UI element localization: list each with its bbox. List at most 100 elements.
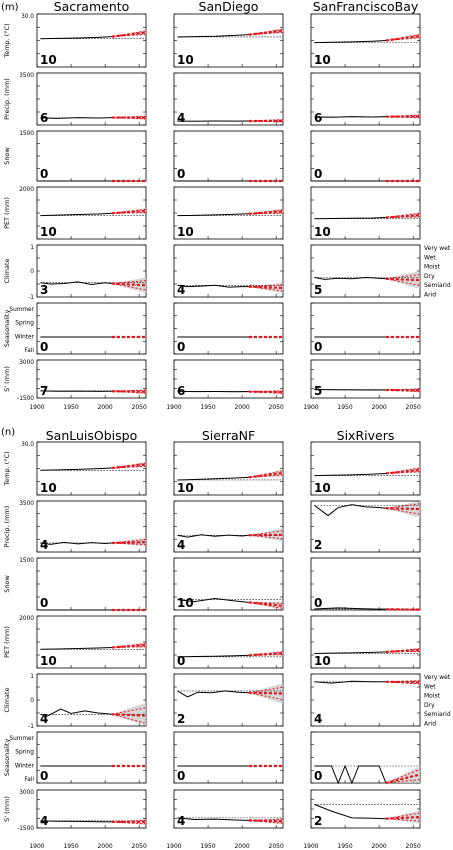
x-tick-label: 2050 [132,843,147,850]
series-projection-lower [111,33,147,38]
cell-climate-0: 4 [36,673,147,727]
count-label: 6 [40,111,48,125]
count-label: 4 [40,538,48,552]
row-precip: Precip. (mm) 3500 6 4 6 [3,72,421,126]
cell-s-1: 6 [173,359,284,399]
series-projection-lower [248,31,284,36]
series-historical-line [177,534,249,538]
series-projection-upper [385,680,421,683]
subplot-frame [173,130,284,182]
column-title: SixRivers [337,428,395,443]
x-tick-label: 2050 [269,843,284,850]
count-label: 10 [40,225,57,239]
cell-temp-2: 10 [310,13,421,68]
count-label: 10 [40,481,57,495]
y-axis-label: Climate [3,258,11,283]
x-tick-label: 1900 [29,404,44,411]
y-tick-label: Spring [15,750,34,756]
count-label: 0 [177,654,185,668]
series-historical-line [40,646,112,650]
cell-pet-0: 10 [36,615,147,669]
x-tick-label: 2050 [269,404,284,411]
subplot-frame [310,359,421,399]
count-label: 7 [40,384,48,398]
series-projection-lower [385,818,421,822]
y-tick-label: Winter [15,763,35,769]
series-projection-lower [248,692,284,701]
count-label: 0 [40,340,48,354]
y-tick-label-top: 2000 [19,616,34,622]
cell-s-2: 5 [310,359,421,399]
count-label: 5 [314,384,322,398]
series-projection-upper [385,34,421,41]
series-historical-line [314,116,386,118]
series-uncertainty-band [385,766,420,783]
series-projection-lower [248,654,284,656]
series-historical-line [314,803,386,820]
y-tick-label-bottom: -1 [28,295,34,301]
x-tick-label: 1950 [337,404,352,411]
count-label: 4 [40,814,48,828]
x-tick-label: 2000 [371,404,386,411]
cell-season-2: 0 [310,302,421,355]
series-projection-upper [111,538,147,544]
series-historical-line [177,817,249,821]
series-projection-lower [111,542,147,546]
cell-temp-0: 10 [36,13,147,68]
series-projection-lower [111,117,147,120]
series-projection-lower [385,37,421,41]
series-projection-upper [111,208,147,214]
y-tick-label-top: 1 [30,245,34,251]
cell-snow-1: 0 [173,130,284,183]
y-tick-label-top: 2000 [19,187,34,193]
y-tick-label-bottom: -1 [28,724,34,730]
series-projection-lower [111,713,147,724]
series-projection-lower [385,471,421,474]
x-tick-label: 1950 [200,404,215,411]
climate-class-label: Dry [424,702,435,709]
series-historical-line [177,284,249,288]
cell-pet-1: 0 [173,615,284,669]
subplot-frame [310,302,421,355]
climate-class-label: Moist [424,693,441,700]
y-axis-label: Climate [3,687,11,712]
y-tick-label-top: 1500 [19,558,34,564]
series-historical-line [314,40,386,44]
series-historical-line [314,651,386,654]
subplot-frame [36,244,147,298]
series-projection-upper [111,643,147,648]
series-projection-upper [111,389,147,392]
count-label: 10 [177,596,194,610]
cell-climate-1: 4 [173,244,284,298]
count-label: 6 [314,111,322,125]
count-label: 6 [177,384,185,398]
series-projection-line [385,277,421,282]
series-historical-line [314,607,386,610]
count-label: 10 [40,53,57,67]
cell-climate-0: 3 [36,244,147,298]
count-label: 0 [40,769,48,783]
y-tick-label: Summer [9,307,34,313]
row-pet: PET (mm) 2000 10 0 10 [3,615,421,669]
climate-class-label: Very wet [424,674,451,681]
x-tick-label: 1900 [303,843,318,850]
y-tick-label: Fall [24,777,34,783]
series-projection-lower [248,819,284,824]
series-projection-lower [111,465,147,469]
count-label: 4 [314,712,322,726]
series-historical-line [40,281,112,286]
series-projection-upper [385,212,421,218]
series-historical-line [314,504,386,517]
cell-s-1: 4 [173,789,284,829]
count-label: 4 [177,814,185,828]
cell-season-1: 0 [173,731,284,784]
column-title: SanDiego [199,0,259,14]
series-historical-line [40,390,112,392]
y-axis-label: PET (mm) [3,197,11,229]
x-tick-label: 1900 [166,404,181,411]
cell-pet-2: 10 [310,615,421,669]
series-projection-lower [248,286,284,292]
y-tick-label-top: 3000 [19,790,34,796]
y-axis-label: Temp. (°C) [3,451,11,486]
